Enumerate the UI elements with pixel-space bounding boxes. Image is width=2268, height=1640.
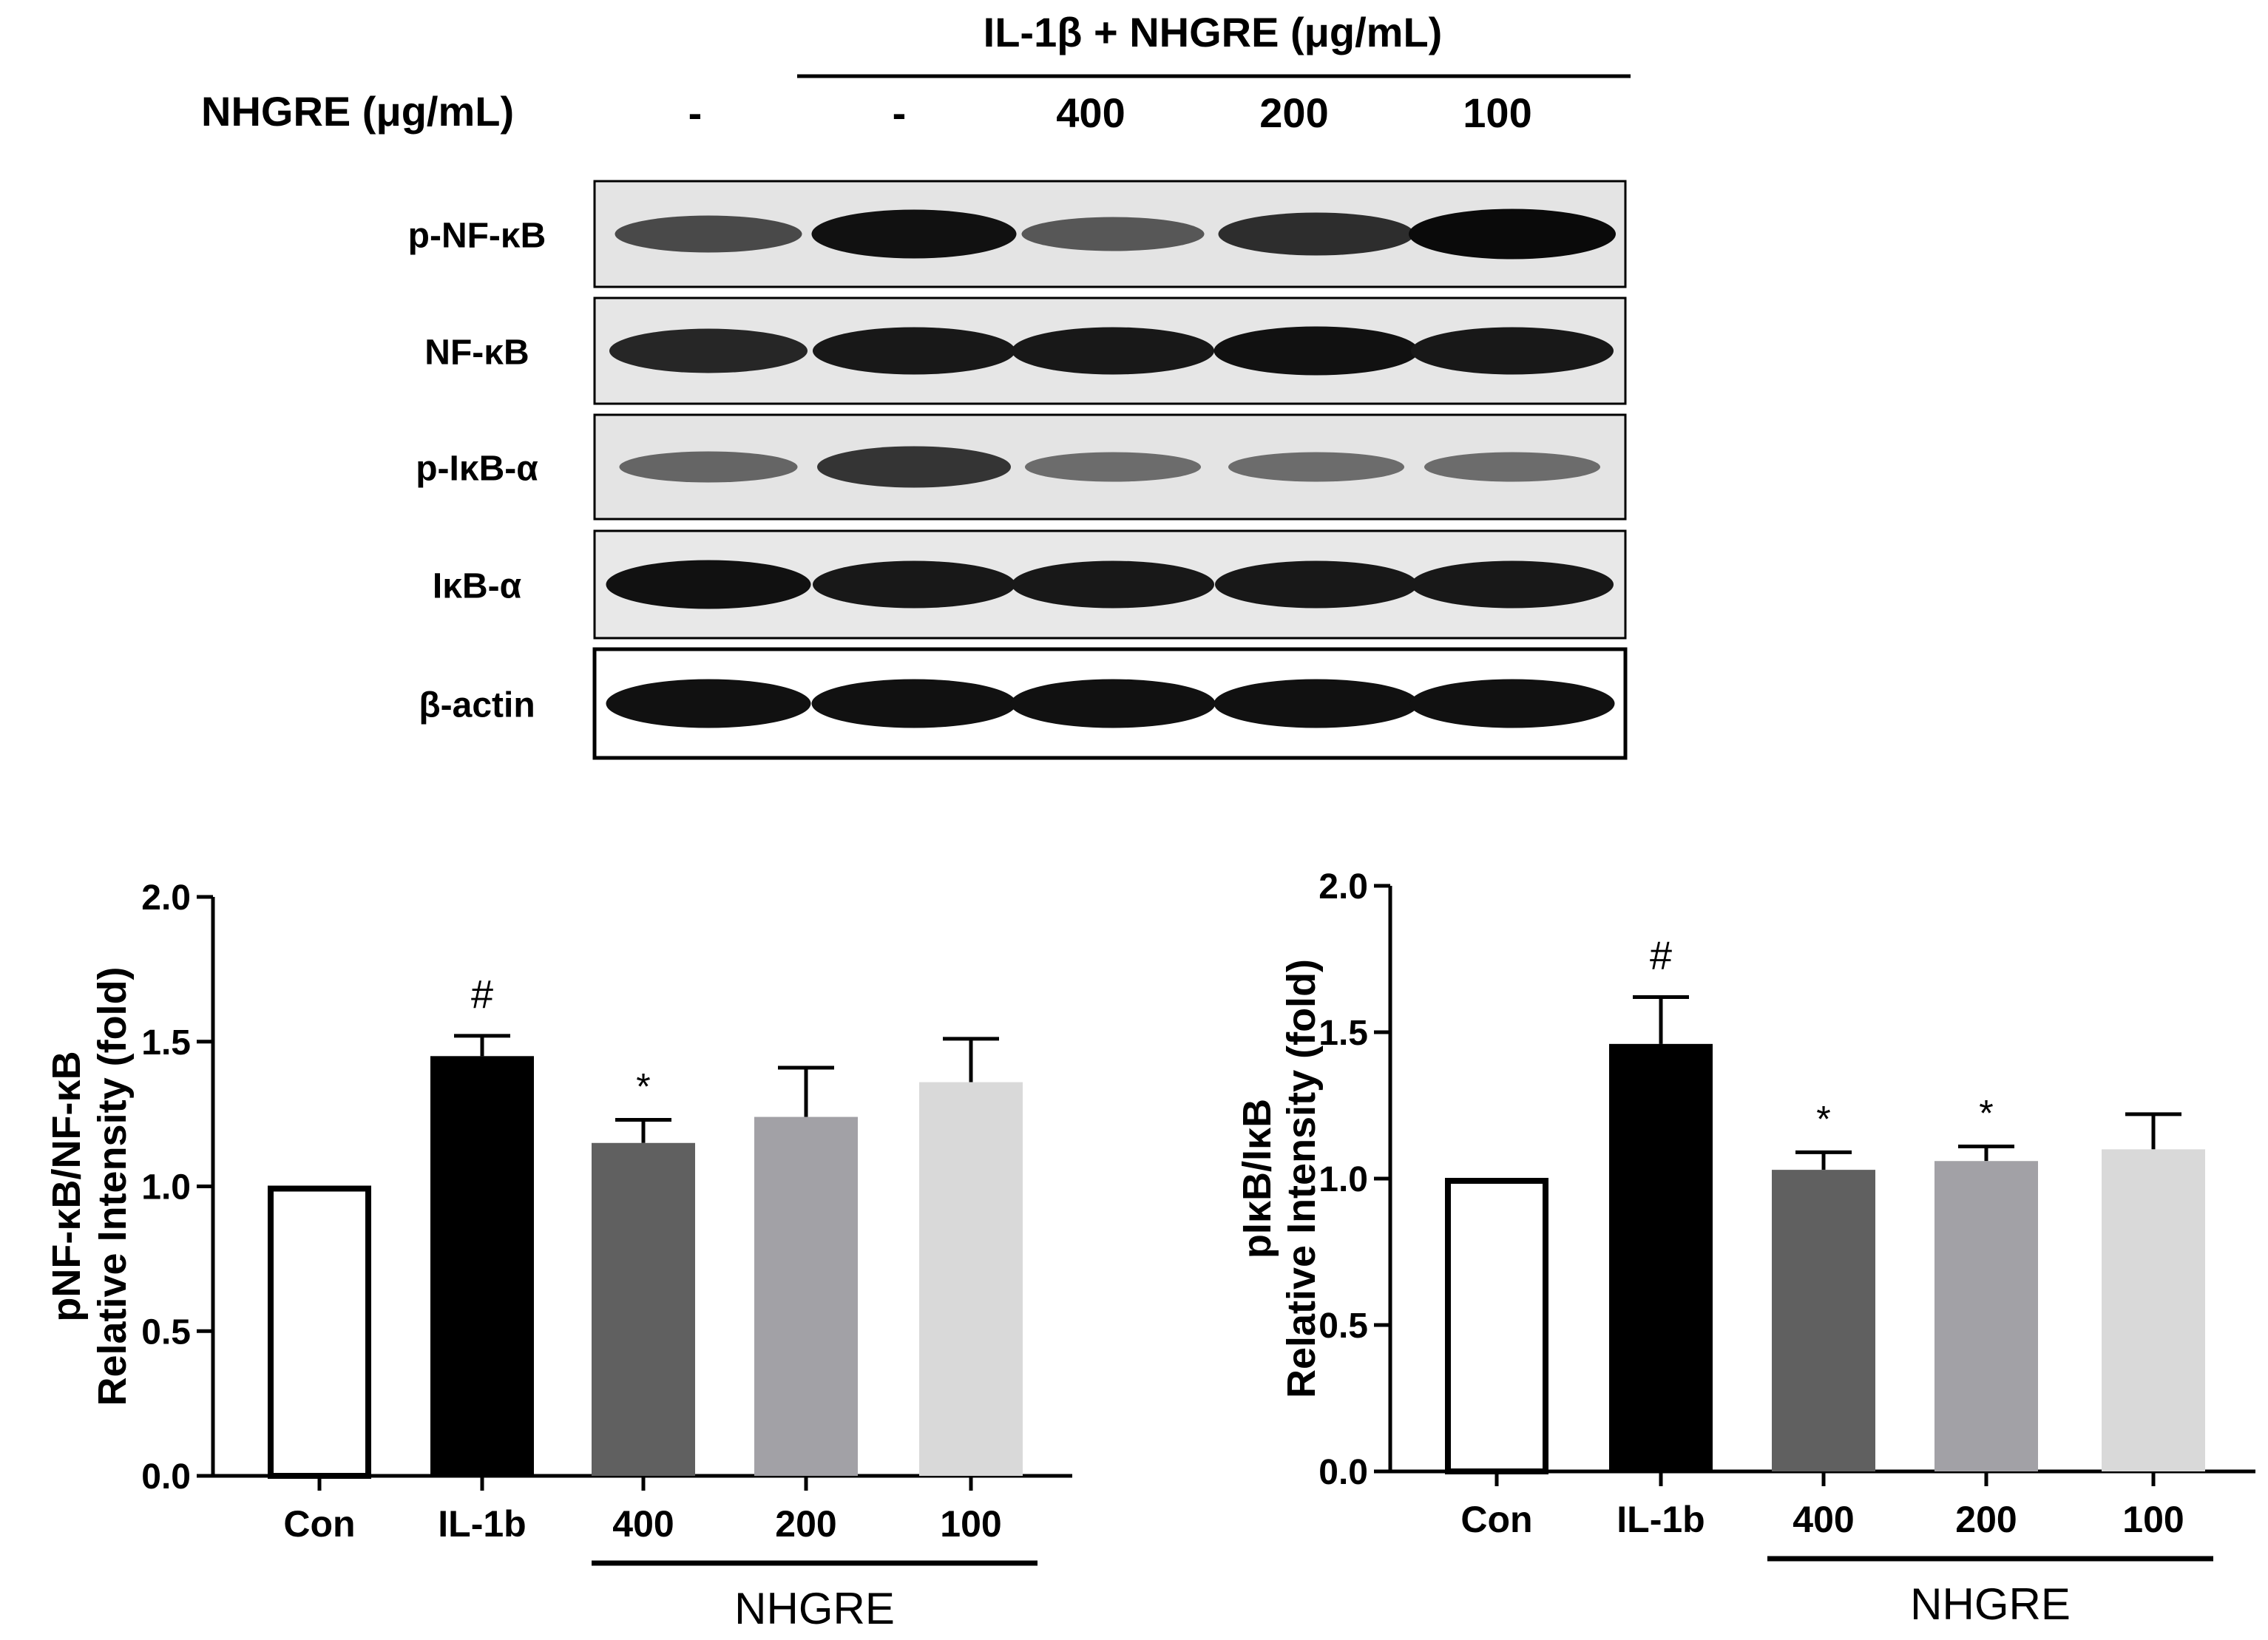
- bar: [592, 1142, 695, 1476]
- x-tick-label: 100: [2122, 1499, 2184, 1540]
- blot-band: [1012, 327, 1214, 375]
- blot-panel: NF-κB: [424, 297, 1627, 405]
- y-tick-label: 0.0: [141, 1457, 191, 1497]
- blot-lane-label: 100: [1463, 89, 1531, 136]
- y-tick-label: 1.0: [141, 1168, 191, 1207]
- blot-band-label: NF-κB: [424, 333, 529, 373]
- blot-lane-label: -: [688, 89, 703, 136]
- x-tick-label: IL-1b: [438, 1503, 526, 1545]
- y-axis-label: Relative Intensity (fold): [1279, 959, 1324, 1398]
- western-blot: p-NF-κB NF-κB p-IκB-α IκB-α β-actin: [408, 180, 1628, 760]
- significance-mark: *: [1816, 1098, 1830, 1139]
- blot-lane-labels: - - 400 200 100: [688, 89, 1532, 136]
- chart-pnfkb: 0.0 0.5 1.0 1.5 2.0 pNF-κB/NF-κB Relative Inte…: [44, 878, 1072, 1633]
- bar: [430, 1056, 534, 1476]
- blot-band: [1409, 679, 1615, 728]
- x-tick-label: 400: [612, 1503, 674, 1545]
- blot-band: [609, 328, 808, 373]
- significance-mark: #: [471, 972, 493, 1017]
- blot-panel: p-IκB-α: [416, 413, 1627, 521]
- bar: [1934, 1161, 2038, 1471]
- blot-band: [619, 451, 798, 483]
- x-tick-label: IL-1b: [1617, 1499, 1705, 1540]
- blot-panel: p-NF-κB: [408, 180, 1627, 288]
- x-tick-label: Con: [283, 1503, 355, 1545]
- group-label: NHGRE: [1910, 1579, 2071, 1629]
- significance-mark: *: [636, 1065, 650, 1107]
- bar: [1445, 1178, 1548, 1474]
- blot-panel: β-actin: [419, 647, 1628, 760]
- blot-band: [1021, 217, 1205, 251]
- y-axis-label: pIκB/IκB: [1235, 1099, 1279, 1258]
- blot-band: [813, 560, 1015, 609]
- blot-band-label: p-IκB-α: [416, 450, 538, 489]
- blot-band: [1215, 560, 1418, 609]
- blot-band: [811, 679, 1017, 728]
- y-tick-label: 1.5: [141, 1023, 191, 1063]
- blot-band-label: β-actin: [419, 686, 535, 725]
- blot-row-label: NHGRE (μg/mL): [201, 88, 514, 135]
- blot-group-header: IL-1β + NHGRE (μg/mL): [984, 9, 1443, 55]
- x-tick-label: 400: [1793, 1499, 1854, 1540]
- bar: [2102, 1149, 2205, 1471]
- blot-band: [1213, 679, 1419, 728]
- x-tick-label: 200: [775, 1503, 836, 1545]
- group-label: NHGRE: [734, 1584, 895, 1633]
- significance-mark: *: [1979, 1092, 1993, 1134]
- y-tick-label: 0.5: [1319, 1307, 1368, 1346]
- blot-header: IL-1β + NHGRE (μg/mL) NHGRE (μg/mL): [201, 9, 1631, 135]
- blot-band: [1012, 560, 1214, 609]
- blot-band: [615, 215, 802, 253]
- blot-band: [606, 560, 811, 609]
- y-tick-label: 2.0: [141, 878, 191, 918]
- y-axis-label: Relative Intensity (fold): [90, 966, 135, 1406]
- blot-band: [1213, 326, 1419, 376]
- blot-band: [1218, 212, 1415, 256]
- x-tick-label: 200: [1955, 1499, 2017, 1540]
- blot-band: [606, 679, 811, 728]
- blot-band: [1228, 452, 1404, 482]
- x-tick-label: 100: [940, 1503, 1001, 1545]
- bar: [268, 1185, 371, 1479]
- blot-panel: IκB-α: [433, 529, 1627, 640]
- bar: [919, 1082, 1023, 1476]
- bar: [1772, 1170, 1875, 1471]
- blot-band: [1411, 327, 1614, 375]
- x-tick-label: Con: [1460, 1499, 1532, 1540]
- bar: [754, 1117, 858, 1476]
- blot-band: [811, 209, 1017, 259]
- y-tick-label: 1.0: [1319, 1160, 1368, 1199]
- blot-lane-label: -: [893, 89, 907, 136]
- y-tick-label: 1.5: [1319, 1014, 1368, 1053]
- blot-band: [1010, 679, 1216, 728]
- y-tick-label: 0.0: [1319, 1453, 1368, 1492]
- significance-mark: #: [1650, 933, 1672, 977]
- y-axis-label: pNF-κB/NF-κB: [44, 1051, 89, 1321]
- blot-band: [813, 327, 1015, 375]
- blot-lane-label: 200: [1259, 89, 1328, 136]
- blot-band-label: IκB-α: [433, 567, 522, 606]
- blot-band: [1424, 452, 1600, 482]
- blot-band-label: p-NF-κB: [408, 217, 546, 256]
- y-tick-label: 2.0: [1319, 867, 1368, 907]
- blot-lane-label: 400: [1056, 89, 1125, 136]
- blot-band: [1025, 452, 1201, 482]
- chart-pikb: 0.0 0.5 1.0 1.5 2.0 pIκB/IκB Relative Intensit…: [1235, 867, 2255, 1629]
- y-tick-label: 0.5: [141, 1312, 191, 1352]
- blot-band: [817, 446, 1011, 488]
- blot-band: [1409, 209, 1616, 260]
- blot-band: [1411, 560, 1614, 609]
- bar: [1609, 1043, 1713, 1471]
